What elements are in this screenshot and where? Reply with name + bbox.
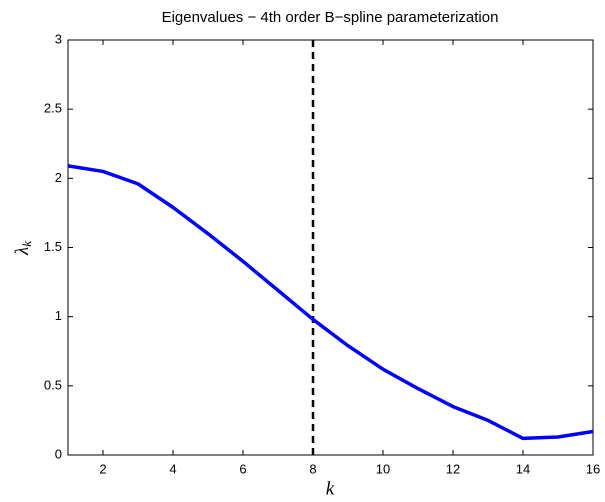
x-axis-label: k (326, 478, 335, 499)
x-tick-label: 12 (446, 461, 460, 476)
y-tick-label: 2 (55, 170, 62, 185)
x-tick-label: 6 (239, 461, 246, 476)
plot-area (67, 39, 594, 456)
data-line (67, 164, 594, 441)
x-tick-label: 14 (516, 461, 530, 476)
x-tick-label: 2 (99, 461, 106, 476)
y-tick-label: 1.5 (44, 239, 62, 254)
chart-title: Eigenvalues − 4th order B−spline paramet… (162, 9, 499, 26)
svg-text:λk: λk (12, 241, 34, 256)
y-axis-label: λk (12, 241, 34, 256)
y-tick-label: 0.5 (44, 377, 62, 392)
x-tick-label: 8 (309, 461, 316, 476)
x-tick-label: 10 (376, 461, 390, 476)
y-tick-label: 3 (55, 31, 62, 46)
y-tick-label: 1 (55, 308, 62, 323)
y-tick-label: 0 (55, 446, 62, 461)
x-tick-label: 16 (586, 461, 600, 476)
y-label-symbol: λ (12, 247, 33, 256)
x-tick-label: 4 (169, 461, 176, 476)
y-tick-label: 2.5 (44, 101, 62, 116)
y-label-subscript: k (19, 241, 34, 247)
